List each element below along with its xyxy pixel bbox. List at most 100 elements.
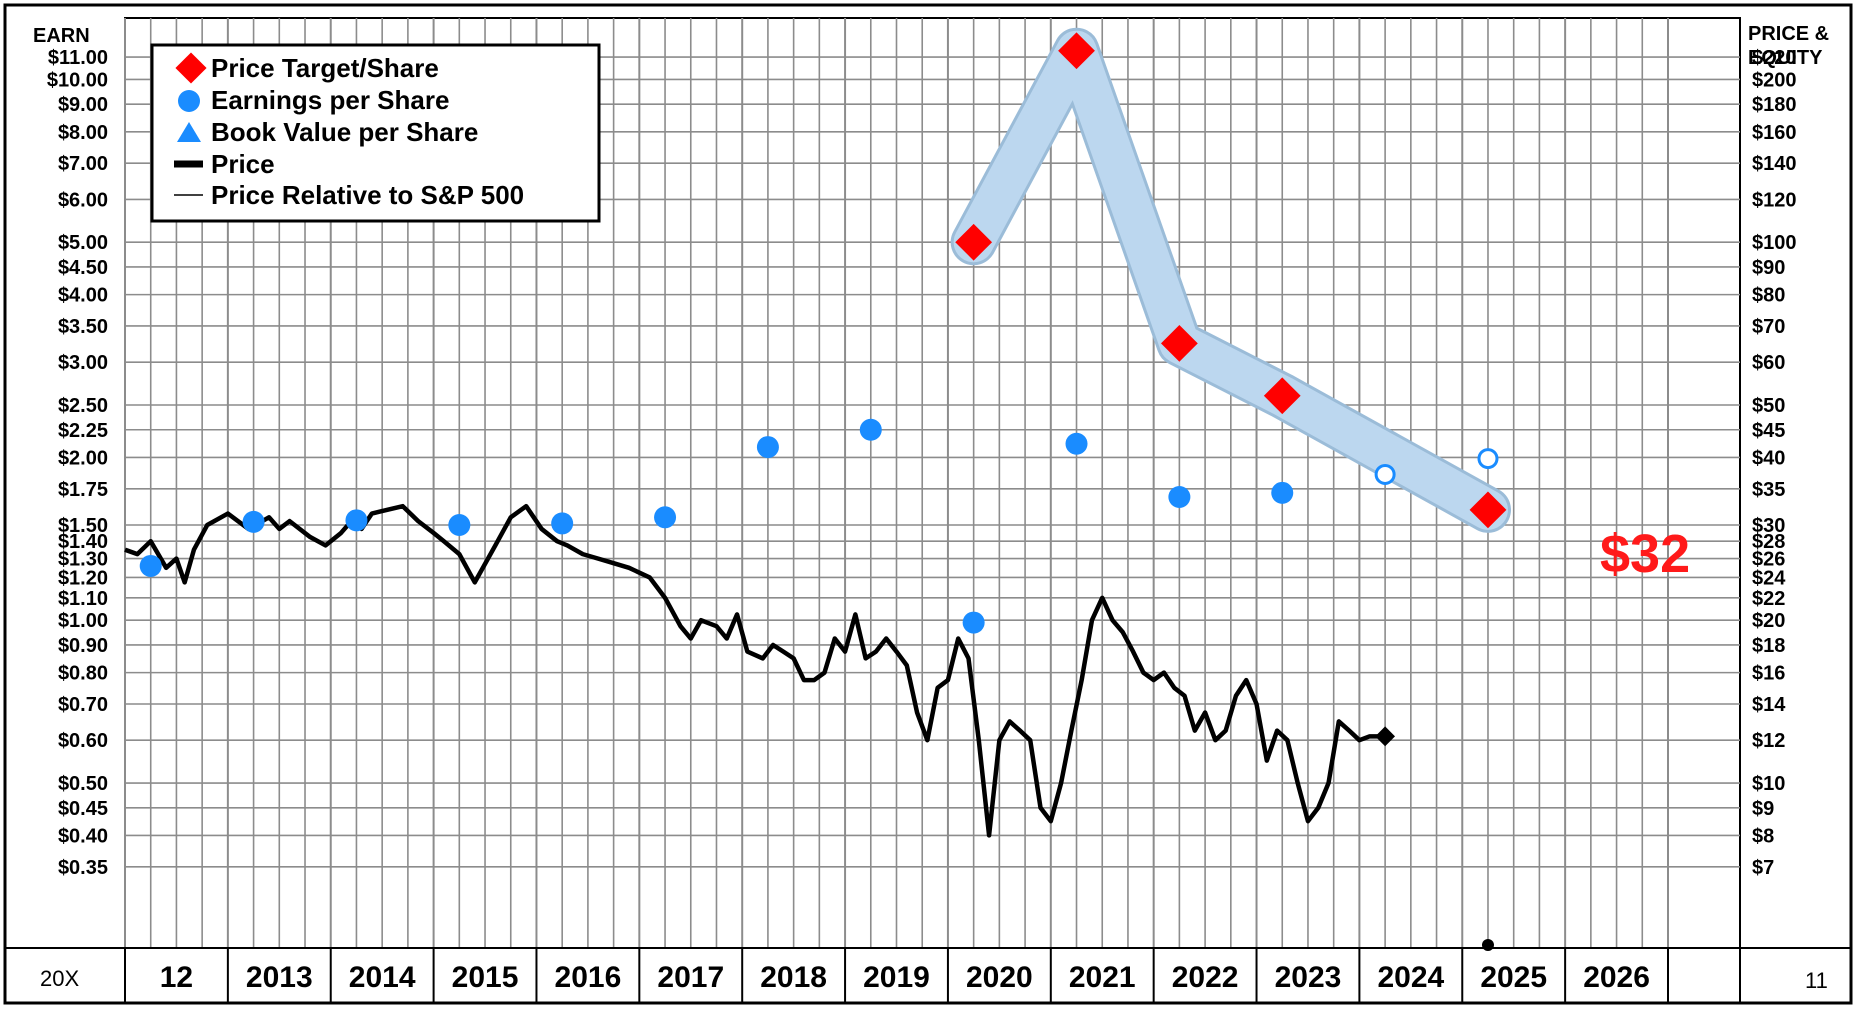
right-axis-label-line1: PRICE & bbox=[1748, 23, 1829, 45]
left-tick-label: $1.00 bbox=[58, 610, 108, 632]
left-tick-label: $8.00 bbox=[58, 122, 108, 144]
eps-marker bbox=[654, 506, 677, 529]
right-tick-label: $80 bbox=[1752, 285, 1785, 307]
right-tick-label: $35 bbox=[1752, 479, 1785, 501]
left-tick-label: $0.35 bbox=[58, 857, 108, 879]
right-tick-label: $12 bbox=[1752, 730, 1785, 752]
left-tick-label: $1.50 bbox=[58, 515, 108, 537]
x-tick-label: 2020 bbox=[966, 961, 1033, 994]
right-tick-label: $50 bbox=[1752, 395, 1785, 417]
eps-estimate-marker bbox=[1374, 463, 1396, 485]
right-tick-label: $9 bbox=[1752, 798, 1774, 820]
eps-marker bbox=[1065, 432, 1088, 455]
price-target-marker bbox=[955, 223, 993, 261]
right-tick-label: $8 bbox=[1752, 825, 1774, 847]
left-tick-label: $0.70 bbox=[58, 694, 108, 716]
eps-marker bbox=[1168, 485, 1191, 508]
price-target-marker bbox=[1058, 32, 1095, 70]
left-tick-label: $2.00 bbox=[58, 447, 108, 469]
right-tick-label: $70 bbox=[1752, 316, 1785, 338]
right-tick-label: $60 bbox=[1752, 352, 1785, 374]
legend-triangle-icon bbox=[177, 122, 201, 142]
x-tick-label: 2021 bbox=[1069, 961, 1136, 994]
x-tick-label: 2023 bbox=[1275, 961, 1342, 994]
right-axis-label-line2: EQUITY bbox=[1748, 47, 1823, 69]
x-tick-label: 2017 bbox=[657, 961, 724, 994]
right-tick-label: $28 bbox=[1752, 531, 1785, 553]
left-tick-label: $2.50 bbox=[58, 395, 108, 417]
right-tick-label: $22 bbox=[1752, 588, 1785, 610]
legend-diamond-icon bbox=[175, 52, 207, 84]
legend-label-relative: Price Relative to S&P 500 bbox=[211, 180, 524, 210]
timeline-marker bbox=[1481, 939, 1494, 951]
page-number: 11 bbox=[1805, 968, 1828, 993]
eps-marker bbox=[139, 554, 162, 577]
legend-label-target: Price Target/Share bbox=[211, 53, 439, 83]
eps-marker bbox=[962, 611, 985, 634]
left-tick-label: $4.00 bbox=[58, 285, 108, 307]
eps-estimate-marker bbox=[1477, 448, 1499, 470]
price-target-marker bbox=[1263, 377, 1301, 415]
right-tick-label: $20 bbox=[1752, 610, 1785, 632]
right-tick-label: $26 bbox=[1752, 549, 1785, 571]
left-tick-label: $0.40 bbox=[58, 825, 108, 847]
right-tick-label: $10 bbox=[1752, 773, 1785, 795]
x-tick-label: 2015 bbox=[452, 961, 519, 994]
right-tick-label: $140 bbox=[1752, 153, 1797, 175]
left-axis-ticks: $11.00$10.00 $9.00 $8.00 $7.00 $6.00 $5.00 $4.… bbox=[47, 47, 108, 879]
price-target-marker bbox=[1469, 491, 1507, 529]
left-tick-label: $1.10 bbox=[58, 588, 108, 610]
legend-label-eps: Earnings per Share bbox=[211, 85, 449, 115]
right-tick-label: $160 bbox=[1752, 122, 1797, 144]
left-tick-label: $3.00 bbox=[58, 352, 108, 374]
right-tick-label: $120 bbox=[1752, 189, 1797, 211]
x-tick-label: 2014 bbox=[349, 961, 416, 994]
x-tick-label: 2024 bbox=[1377, 961, 1444, 994]
eps-marker bbox=[242, 510, 265, 533]
eps-marker bbox=[859, 418, 882, 441]
price-target-marker bbox=[1160, 325, 1198, 362]
left-tick-label: $0.50 bbox=[58, 773, 108, 795]
left-tick-label: $3.50 bbox=[58, 316, 108, 338]
right-tick-label: $100 bbox=[1752, 232, 1797, 254]
right-tick-label: $16 bbox=[1752, 663, 1785, 685]
right-tick-label: $180 bbox=[1752, 94, 1797, 116]
right-tick-label: $18 bbox=[1752, 635, 1785, 657]
right-tick-label: $7 bbox=[1752, 857, 1774, 879]
eps-marker bbox=[756, 436, 779, 459]
left-tick-label: $7.00 bbox=[58, 153, 108, 175]
pe-multiple-label: 20X bbox=[40, 966, 79, 991]
left-tick-label: $11.00 bbox=[48, 47, 108, 69]
x-tick-label: 2016 bbox=[555, 961, 622, 994]
eps-marker bbox=[448, 513, 471, 536]
right-tick-label: $45 bbox=[1752, 420, 1785, 442]
left-tick-label: $1.30 bbox=[58, 549, 108, 571]
legend-label-price: Price bbox=[211, 149, 275, 179]
left-axis-label: EARN bbox=[33, 25, 90, 47]
left-tick-label: $0.90 bbox=[58, 635, 108, 657]
legend-circle-icon bbox=[178, 90, 200, 112]
right-tick-label: $220 bbox=[1752, 47, 1797, 69]
x-tick-label: 2018 bbox=[760, 961, 827, 994]
x-tick-label: 12 bbox=[160, 961, 193, 994]
x-axis-ticks: 12 2013 2014 2015 2016 2017 2018 2019 2020 2021 20… bbox=[124, 948, 1669, 1003]
eps-marker bbox=[345, 509, 368, 532]
right-tick-label: $24 bbox=[1752, 567, 1786, 589]
left-tick-label: $9.00 bbox=[58, 94, 108, 116]
left-tick-label: $0.45 bbox=[58, 798, 108, 820]
right-tick-label: $200 bbox=[1752, 69, 1797, 91]
legend-box bbox=[150, 43, 601, 223]
price-last-marker bbox=[1375, 726, 1396, 747]
right-tick-label: $40 bbox=[1752, 447, 1785, 469]
x-tick-label: 2022 bbox=[1172, 961, 1239, 994]
eps-marker bbox=[1271, 481, 1294, 504]
left-tick-label: $1.75 bbox=[58, 479, 108, 501]
right-axis-ticks: $220$200 $180 $160 $140 $120 $100 $90 $80 $70 $60… bbox=[1752, 47, 1797, 879]
data-markers bbox=[139, 32, 1507, 951]
price-target-callout: $32 bbox=[1600, 524, 1690, 584]
right-tick-label: $90 bbox=[1752, 257, 1785, 279]
left-tick-label: $1.40 bbox=[58, 531, 108, 553]
left-tick-label: $2.25 bbox=[58, 420, 108, 442]
left-tick-label: $4.50 bbox=[58, 257, 108, 279]
